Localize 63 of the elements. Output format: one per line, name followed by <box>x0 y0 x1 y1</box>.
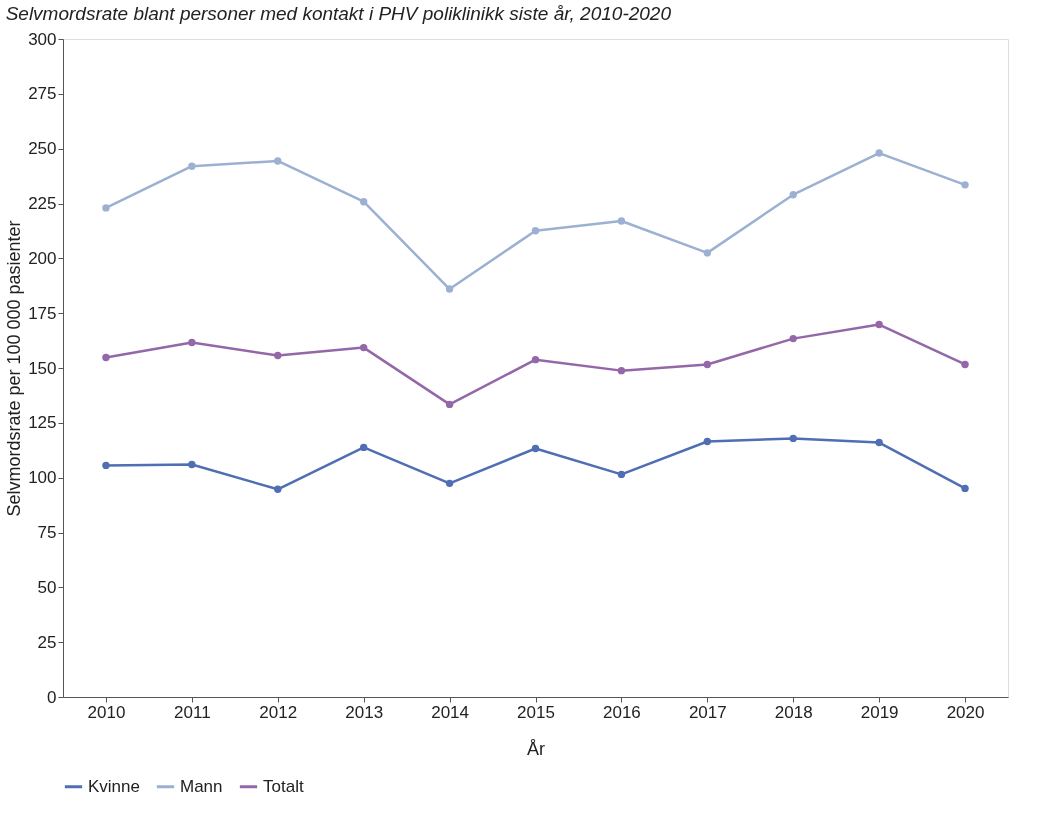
x-tick-label: 2012 <box>259 702 298 722</box>
y-tick-label: 250 <box>28 139 57 159</box>
x-tick-label: 2011 <box>174 702 211 722</box>
y-tick-label: 225 <box>28 194 57 213</box>
x-tick-label: 2010 <box>87 702 126 722</box>
chart-title: Selvmordsrate blant personer med kontakt i PHV poliklinikk siste år, 2010-2020 <box>5 3 672 24</box>
x-tick-label: 2014 <box>431 702 469 722</box>
y-tick-label: 175 <box>28 303 57 323</box>
y-tick-label: 300 <box>28 29 57 49</box>
legend-label: Kvinne <box>88 776 140 796</box>
point <box>531 227 540 235</box>
x-tick-label: 2018 <box>774 702 813 722</box>
y-tick-label: 275 <box>28 84 57 104</box>
x-tick-label: 2019 <box>860 702 899 722</box>
point <box>188 460 196 469</box>
y-tick-label: 0 <box>47 687 57 707</box>
point <box>359 443 368 452</box>
point <box>102 353 110 362</box>
point <box>274 351 282 360</box>
point <box>703 249 712 257</box>
point <box>789 434 797 443</box>
x-tick-label: 2017 <box>688 702 727 722</box>
point <box>703 437 712 446</box>
y-tick-label: 125 <box>28 413 57 433</box>
x-tick-label: 2013 <box>345 702 384 722</box>
point <box>703 360 712 369</box>
point <box>617 366 626 375</box>
point <box>274 485 282 493</box>
y-tick-label: 200 <box>28 248 57 268</box>
point <box>789 191 797 199</box>
point <box>875 320 883 329</box>
point <box>359 343 368 352</box>
x-tick-label: 2015 <box>517 702 555 722</box>
point <box>531 444 540 453</box>
x-tick-label: 2016 <box>603 702 641 722</box>
y-tick-label: 100 <box>28 468 57 488</box>
point <box>531 355 540 364</box>
point <box>188 162 196 170</box>
point <box>102 461 110 470</box>
legend-label: Totalt <box>263 776 304 796</box>
point <box>789 334 797 343</box>
y-tick-label: 75 <box>37 523 57 542</box>
point <box>961 360 969 369</box>
point <box>961 484 969 493</box>
point <box>961 181 969 189</box>
point <box>359 198 368 206</box>
y-tick-label: 150 <box>28 358 57 378</box>
point <box>617 217 626 225</box>
point <box>445 400 454 409</box>
y-axis-title: Selvmordsrate per 100 000 pasienter <box>4 220 25 517</box>
point <box>875 149 883 157</box>
point <box>875 438 883 447</box>
x-tick-label: 2020 <box>946 702 985 722</box>
y-tick-label: 50 <box>37 577 57 597</box>
point <box>274 157 282 165</box>
x-axis-title: År <box>527 738 546 759</box>
y-tick-label: 25 <box>37 632 57 652</box>
point <box>445 285 454 293</box>
point <box>102 204 110 212</box>
legend-label: Mann <box>180 776 223 796</box>
point <box>617 470 626 479</box>
point <box>188 338 196 347</box>
point <box>445 479 454 488</box>
